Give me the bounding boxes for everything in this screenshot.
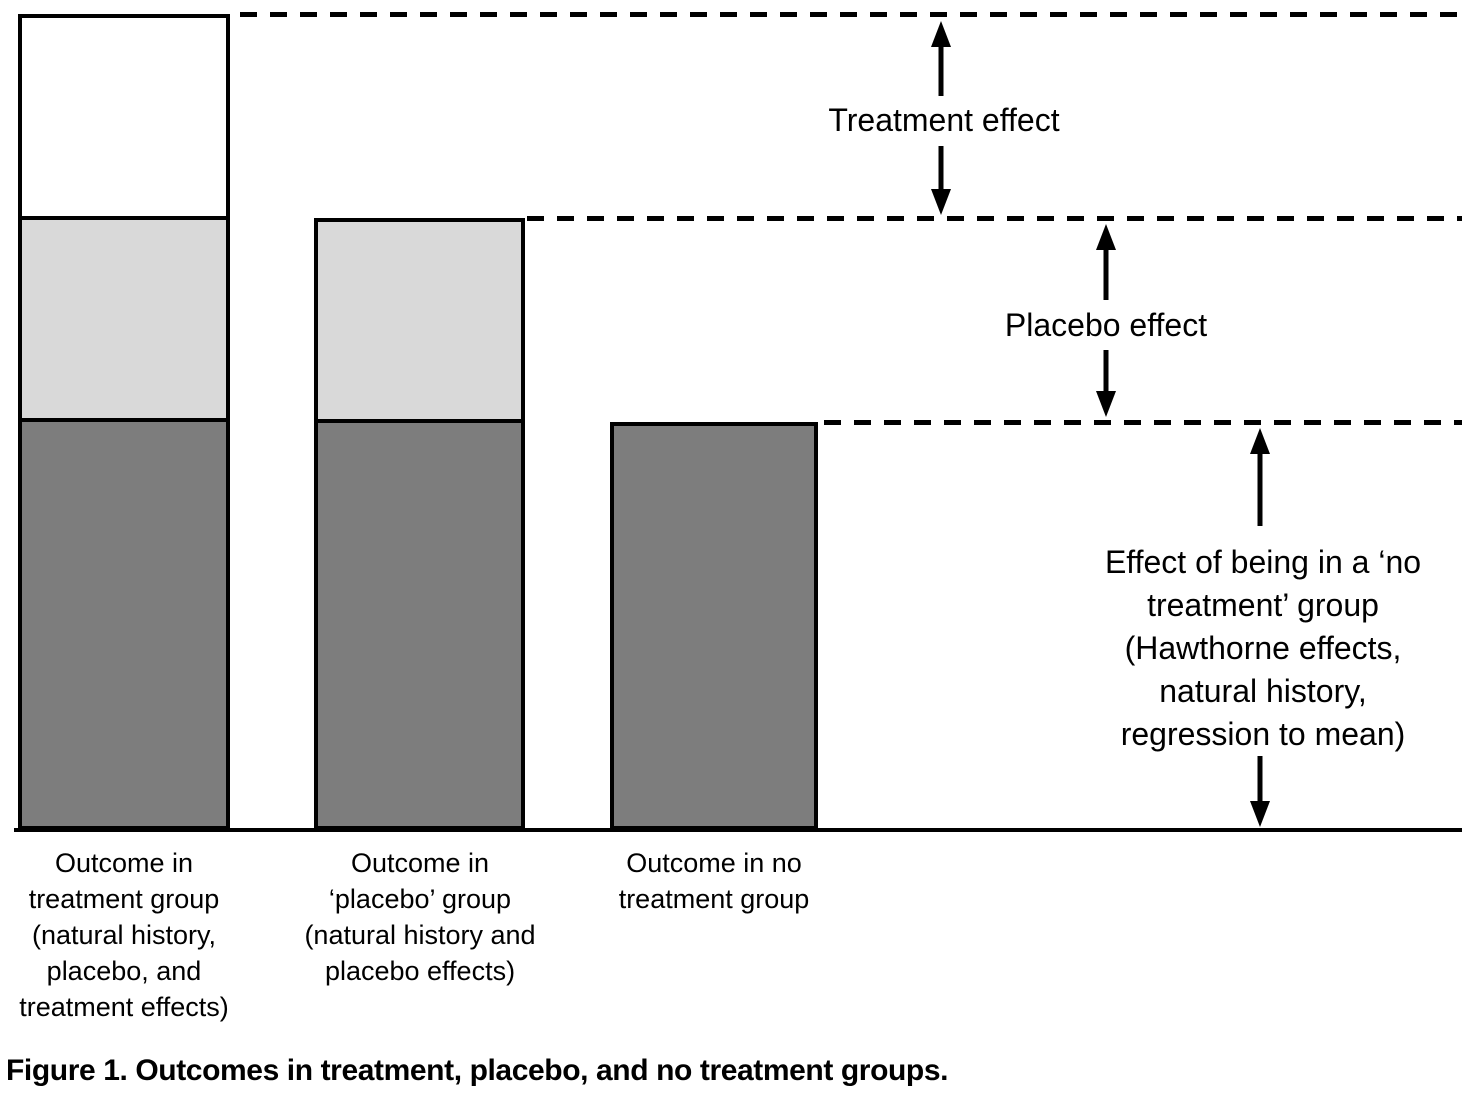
figure-caption: Figure 1. Outcomes in treatment, placebo…: [6, 1054, 949, 1087]
no-treatment-effect-arrow-down: [1250, 756, 1270, 827]
dashed-line-no-treatment-outcome-level: [824, 420, 1462, 425]
dashed-line-treatment-outcome-level: [240, 12, 1462, 17]
segment-placebo-effect: [318, 222, 521, 424]
segment-no-treatment-effect: [318, 423, 521, 826]
dashed-line-placebo-outcome-level: [527, 216, 1462, 221]
segment-no-treatment-effect: [22, 422, 226, 826]
treatment-effect-arrow-down: [931, 146, 951, 215]
treatment-effect-arrow-up: [931, 21, 951, 96]
bar-outcome-placebo-group: [314, 218, 525, 830]
category-label-placebo-group: Outcome in ‘placebo’ group (natural hist…: [304, 848, 536, 986]
placebo-effect-arrow-down: [1096, 350, 1116, 417]
placebo-effect-arrow-up: [1096, 224, 1116, 300]
bar-outcome-no-treatment-group: [610, 422, 818, 830]
segment-treatment-effect: [22, 18, 226, 220]
treatment-effect-label: Treatment effect: [828, 102, 1060, 138]
no-treatment-effect-arrow-up: [1250, 428, 1270, 526]
x-axis-baseline: [14, 828, 1462, 832]
category-label-treatment-group: Outcome in treatment group (natural hist…: [19, 848, 229, 1022]
category-label-no-treatment-group: Outcome in no treatment group: [618, 848, 810, 914]
no-treatment-effect-label: Effect of being in a ‘no treatment’ grou…: [1104, 544, 1422, 752]
segment-no-treatment-effect: [614, 426, 814, 826]
bar-outcome-treatment-group: [18, 14, 230, 830]
placebo-effect-label: Placebo effect: [1004, 307, 1208, 343]
segment-placebo-effect: [22, 220, 226, 422]
